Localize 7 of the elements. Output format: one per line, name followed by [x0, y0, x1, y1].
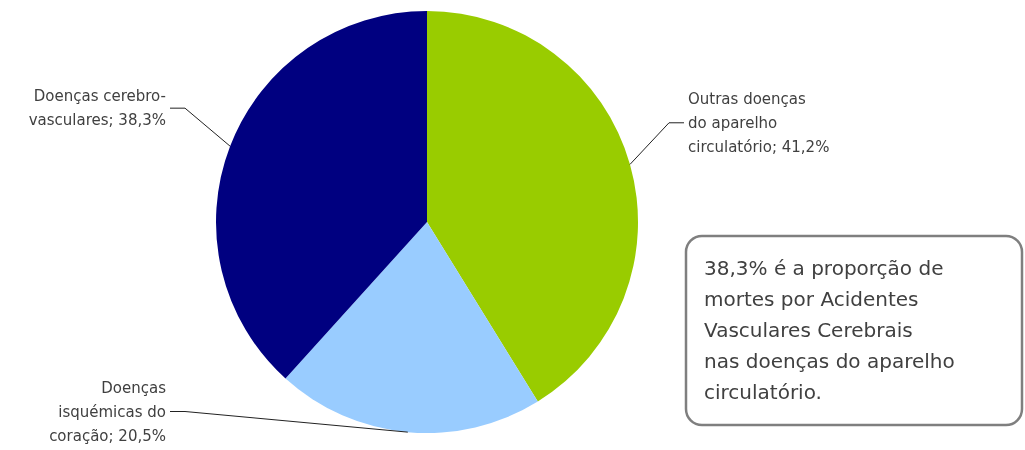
pie-slice — [285, 222, 538, 433]
slice-label: Doenças cerebro-vasculares; 38,3% — [28, 87, 166, 130]
text: 38,3% é a proporção de mortes por Acidentes Vasculares Cerebrais nas doenças do aparelho circulatório. — [704, 255, 955, 404]
slice-label: Doenças isquémicas do coração; 20,5% — [49, 378, 167, 445]
pie-slice — [216, 11, 427, 379]
slice-label: Outras doenças do aparelho circulatório; 41,2% — [688, 89, 830, 156]
pie-slice — [427, 11, 638, 402]
